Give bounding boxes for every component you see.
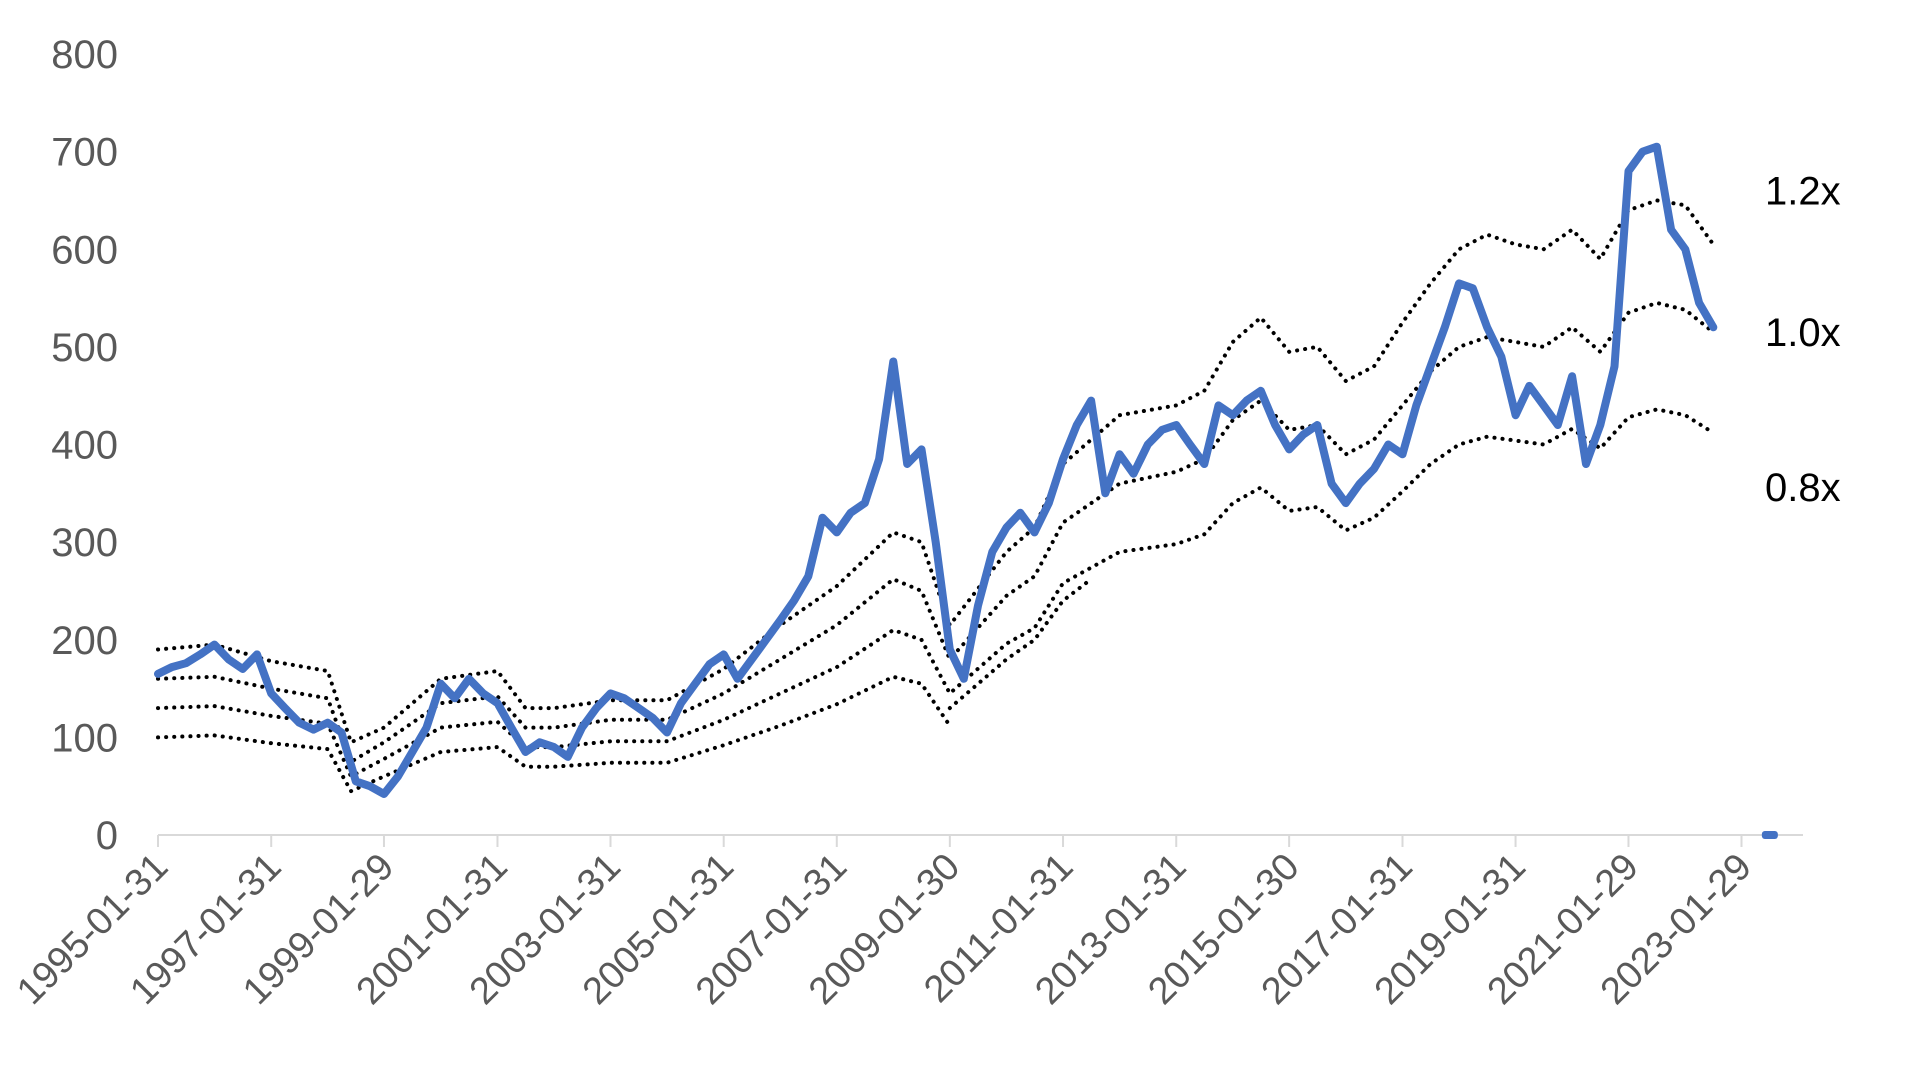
y-tick-label: 400 bbox=[51, 424, 118, 468]
band-label-0-8x: 0.8x bbox=[1765, 466, 1841, 510]
price-series bbox=[154, 142, 1778, 839]
y-tick-label: 500 bbox=[51, 326, 118, 370]
y-tick-label: 300 bbox=[51, 521, 118, 565]
band-label-1-0x: 1.0x bbox=[1765, 311, 1841, 355]
band-line bbox=[947, 577, 1094, 711]
band-line bbox=[156, 674, 952, 794]
band-label-1-2x: 1.2x bbox=[1765, 169, 1841, 213]
y-axis: 0 100 200 300 400 500 600 700 800 bbox=[51, 33, 118, 858]
price-line bbox=[154, 142, 1718, 798]
band-lines bbox=[156, 198, 1716, 794]
y-tick-label: 100 bbox=[51, 716, 118, 760]
x-axis: 1995-01-311997-01-311999-01-292001-01-31… bbox=[9, 834, 1803, 1013]
y-tick-label: 0 bbox=[96, 814, 118, 858]
y-tick-label: 600 bbox=[51, 228, 118, 272]
band-line bbox=[156, 198, 1716, 745]
band-line bbox=[156, 300, 1716, 764]
band-line bbox=[156, 407, 1716, 779]
y-tick-label: 700 bbox=[51, 131, 118, 175]
data-marker bbox=[1761, 831, 1778, 839]
y-tick-label: 800 bbox=[51, 33, 118, 77]
band-labels: 1.2x 1.0x 0.8x bbox=[1765, 169, 1841, 509]
y-tick-label: 200 bbox=[51, 619, 118, 663]
